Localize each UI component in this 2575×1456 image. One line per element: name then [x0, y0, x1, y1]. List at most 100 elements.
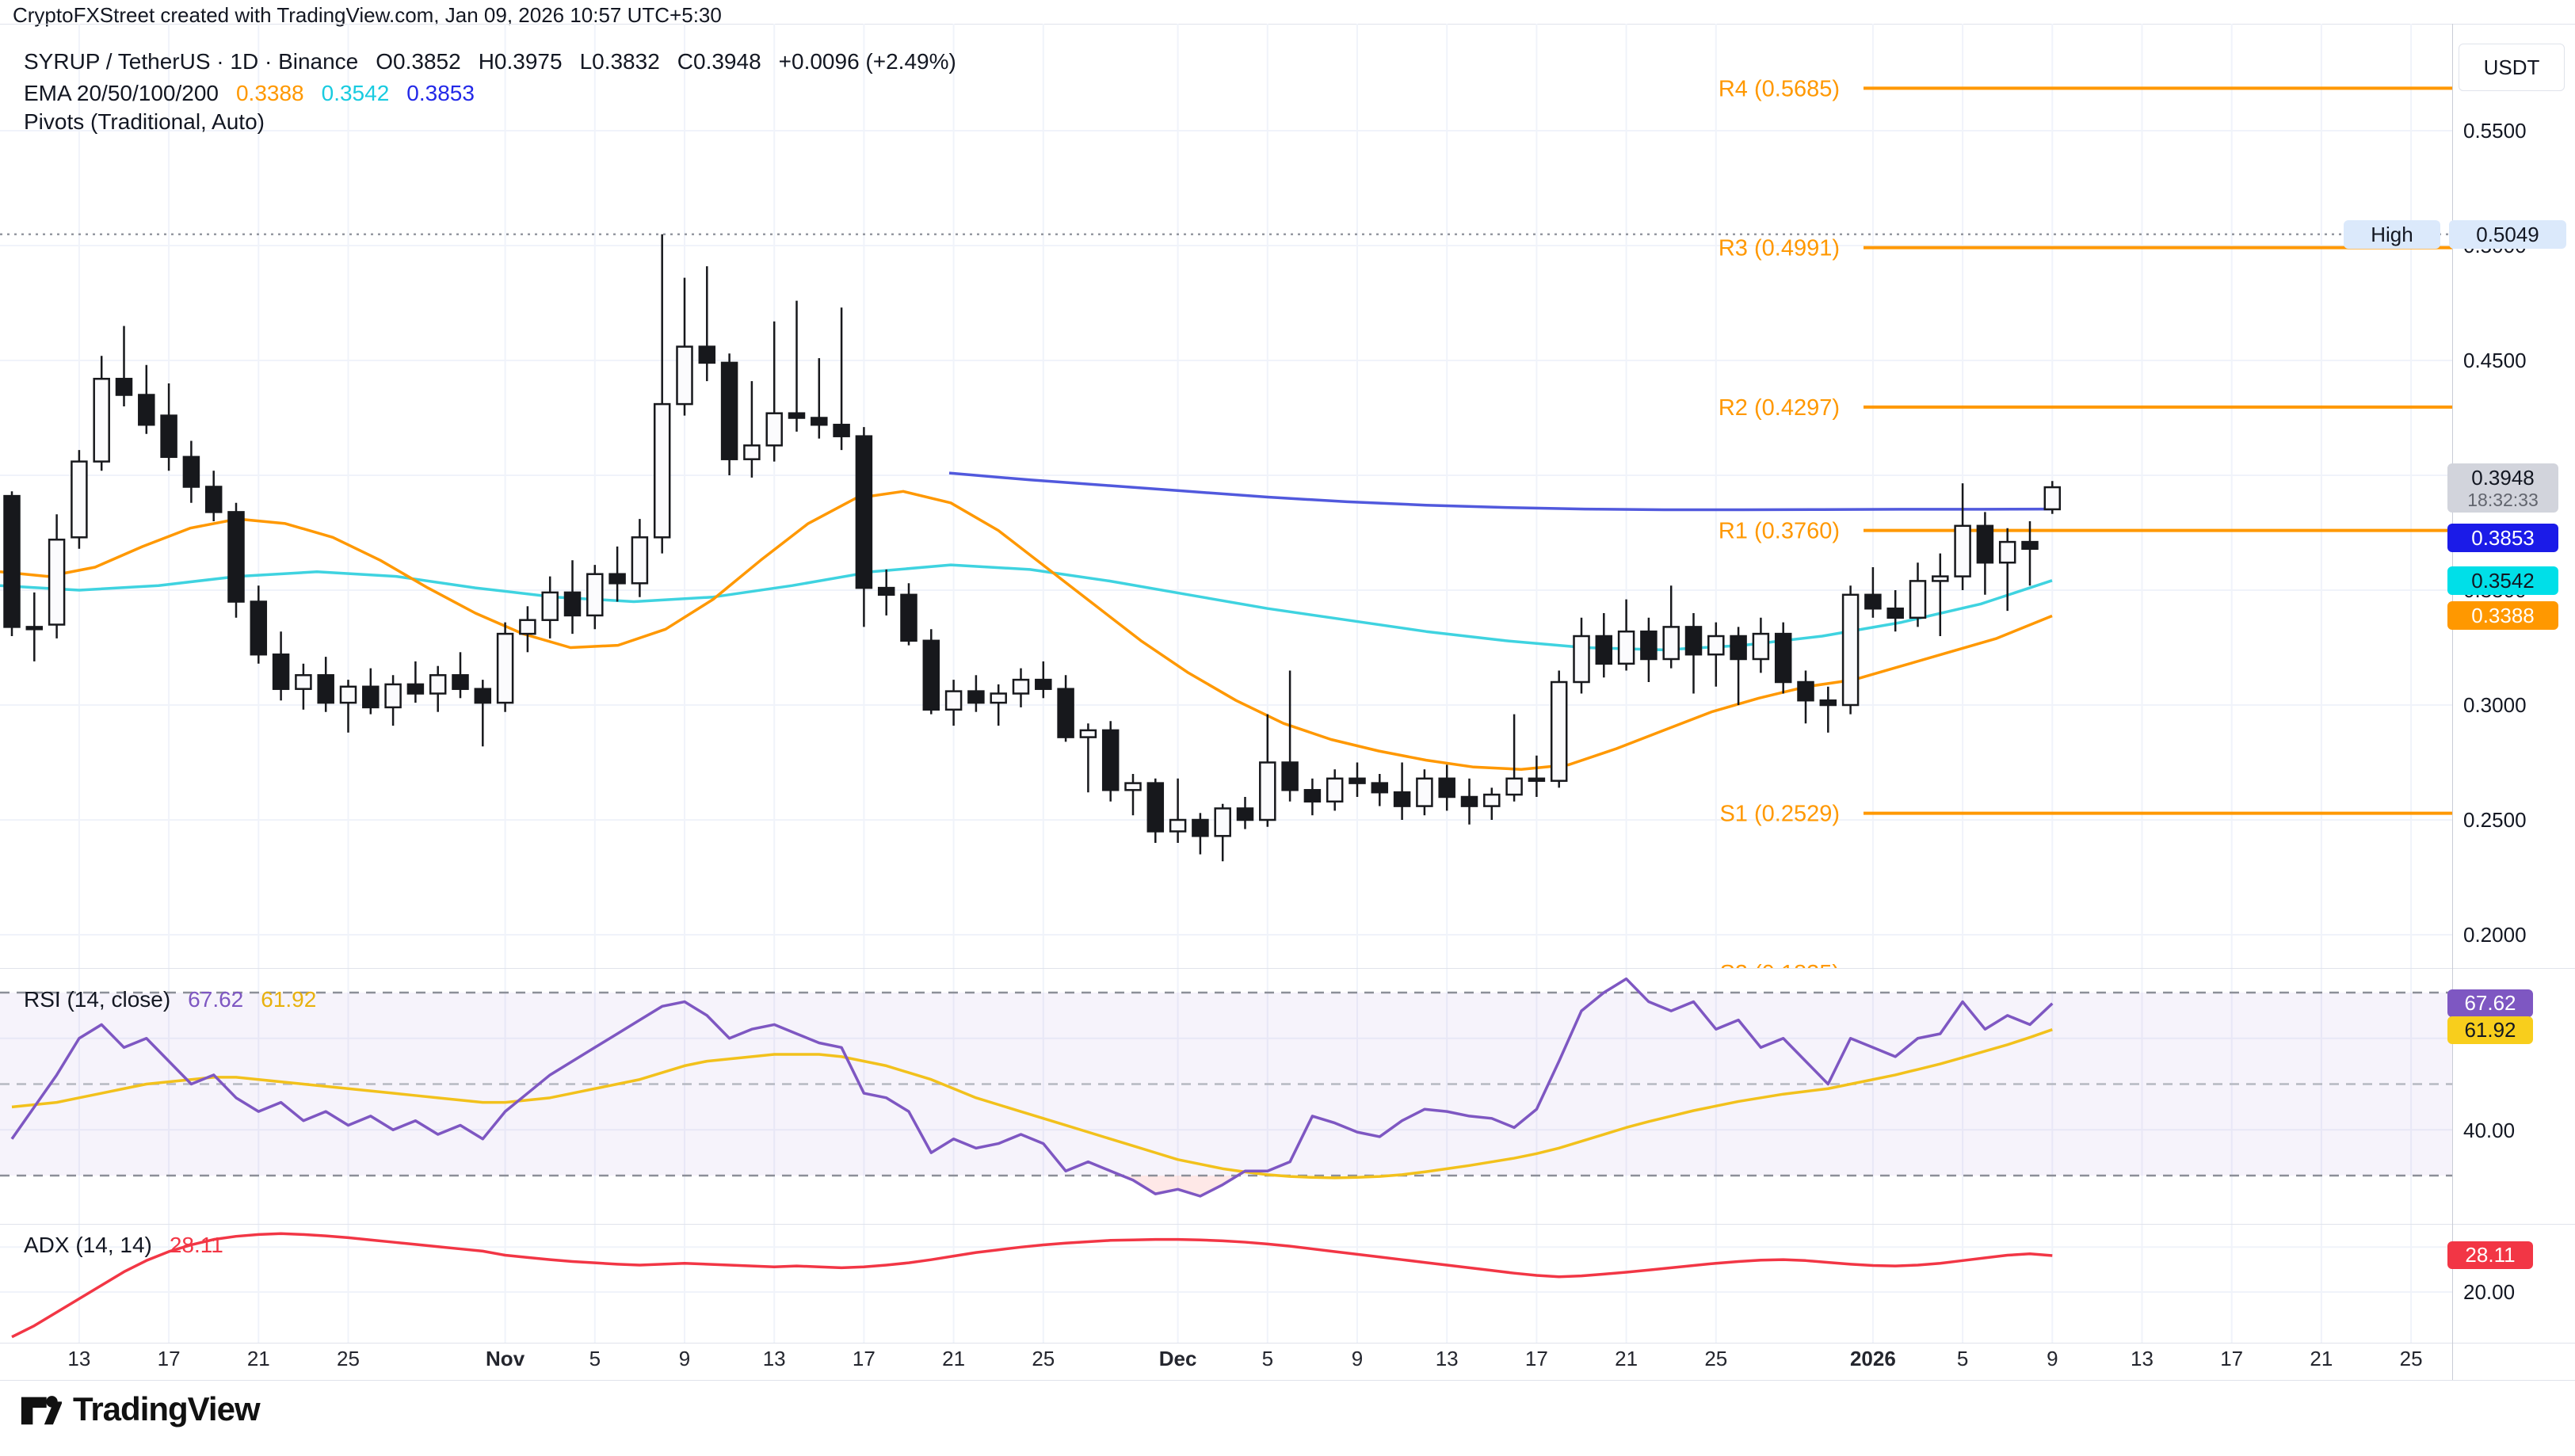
time-tick-2026: 2026	[1849, 1347, 1896, 1370]
adx-value: 28.11	[169, 1233, 223, 1257]
tradingview-logo[interactable]: TradingView	[19, 1388, 261, 1431]
candle	[1819, 699, 1837, 707]
candle	[586, 573, 604, 617]
candle	[48, 538, 66, 626]
candle	[1146, 782, 1165, 833]
time-tick-5: 5	[1261, 1347, 1274, 1370]
time-tick-25: 25	[2399, 1347, 2423, 1370]
ohlc-open: O0.3852	[376, 49, 461, 74]
pivot-label-R3: R3 (0.4991)	[1719, 236, 1840, 261]
timeaxis-bottom-divider	[0, 1380, 2575, 1381]
time-tick-25: 25	[1704, 1347, 1728, 1370]
rsi-adx-divider	[0, 1224, 2575, 1225]
candle	[1124, 782, 1142, 791]
time-tick-13: 13	[762, 1347, 786, 1370]
time-tick-13: 13	[1435, 1347, 1459, 1370]
candle	[1932, 575, 1949, 582]
rsi-legend[interactable]: RSI (14, close) 67.62 61.92	[24, 987, 334, 1012]
time-tick-5: 5	[589, 1347, 601, 1370]
candle	[541, 591, 559, 621]
candle	[1730, 635, 1747, 661]
candle	[1505, 777, 1523, 796]
ema-legend[interactable]: EMA 20/50/100/200 0.3388 0.3542 0.3853	[24, 81, 492, 106]
candle	[811, 417, 828, 426]
time-tick-Dec: Dec	[1158, 1347, 1197, 1370]
candle	[429, 674, 447, 695]
rsi-pane[interactable]	[0, 968, 2452, 1224]
rsi-axis-label-40: 40.00	[2463, 1119, 2516, 1142]
candle	[1483, 793, 1501, 807]
candle	[1864, 593, 1882, 610]
candle	[1954, 524, 1971, 577]
time-tick-21: 21	[246, 1347, 270, 1370]
pivot-label-R1: R1 (0.3760)	[1719, 519, 1840, 544]
candle	[1012, 678, 1030, 695]
candle	[1662, 626, 1680, 661]
candle	[1841, 593, 1860, 707]
price-axis-label-0.2000: 0.2000	[2463, 923, 2527, 947]
ema200-value: 0.3853	[406, 81, 475, 105]
ema20-value: 0.3388	[235, 81, 304, 105]
candle	[3, 494, 21, 628]
rsi-ma-value: 61.92	[261, 987, 317, 1012]
candle	[1550, 680, 1568, 782]
candle	[1909, 580, 1927, 619]
time-tick-17: 17	[157, 1347, 181, 1370]
symbol-legend[interactable]: SYRUP / TetherUS · 1D · Binance O0.3852 H0…	[24, 49, 974, 74]
high-value-badge: 0.5049	[2449, 220, 2566, 249]
candle	[676, 345, 693, 406]
rsi-badge: 67.62	[2447, 989, 2533, 1017]
candle	[1079, 729, 1097, 738]
pivots-title: Pivots (Traditional, Auto)	[24, 109, 265, 134]
ema100-badge: 0.3542	[2447, 566, 2558, 595]
price-axis-label-0.4500: 0.4500	[2463, 349, 2527, 372]
candle	[1573, 635, 1590, 684]
ohlc-high: H0.3975	[478, 49, 563, 74]
candle	[922, 639, 940, 711]
time-tick-25: 25	[337, 1347, 360, 1370]
price-axis-label-0.5500: 0.5500	[2463, 119, 2527, 143]
candle	[765, 412, 783, 447]
price-pane[interactable]: R4 (0.5685) R3 (0.4991) R2 (0.4297) R1 (0.3…	[0, 24, 2452, 968]
candle	[452, 674, 469, 690]
candle	[788, 412, 806, 419]
adx-pane[interactable]	[0, 1224, 2452, 1343]
candle	[1774, 632, 1792, 684]
time-tick-17: 17	[2220, 1347, 2244, 1370]
candle	[138, 394, 155, 426]
candle	[967, 690, 985, 704]
candle	[563, 591, 582, 617]
export-attribution-text: CryptoFXStreet created with TradingView.…	[13, 3, 722, 27]
ema200-badge: 0.3853	[2447, 524, 2558, 552]
candle	[519, 619, 536, 635]
price-axis-column[interactable]: USDT 0.55000.50000.45000.40000.35000.300…	[2447, 0, 2575, 1456]
rsi-title: RSI (14, close)	[24, 987, 171, 1012]
candle	[496, 632, 514, 704]
ema-title: EMA 20/50/100/200	[24, 81, 219, 105]
candle	[1393, 791, 1411, 807]
candle	[250, 600, 268, 656]
candle	[990, 692, 1007, 704]
adx-legend[interactable]: ADX (14, 14) 28.11	[24, 1233, 241, 1258]
candle	[1214, 807, 1231, 837]
tradingview-logo-text: TradingView	[73, 1390, 261, 1427]
candle	[1528, 777, 1546, 782]
pivot-label-R4: R4 (0.5685)	[1719, 76, 1840, 101]
candle	[1886, 607, 1904, 619]
candle	[160, 414, 177, 459]
candle	[608, 573, 626, 585]
time-tick-Nov: Nov	[486, 1347, 525, 1370]
candle	[1976, 524, 1994, 564]
candle	[362, 685, 380, 709]
candle	[1998, 540, 2016, 564]
ohlc-close: C0.3948	[677, 49, 761, 74]
candle	[115, 377, 133, 396]
currency-toggle[interactable]: USDT	[2459, 44, 2565, 91]
candle	[1101, 729, 1120, 791]
time-tick-21: 21	[1615, 1347, 1638, 1370]
candle	[1617, 630, 1635, 665]
candle	[1416, 777, 1433, 807]
candle	[1371, 782, 1389, 794]
pivots-legend[interactable]: Pivots (Traditional, Auto)	[24, 109, 282, 135]
candle	[1303, 789, 1322, 803]
